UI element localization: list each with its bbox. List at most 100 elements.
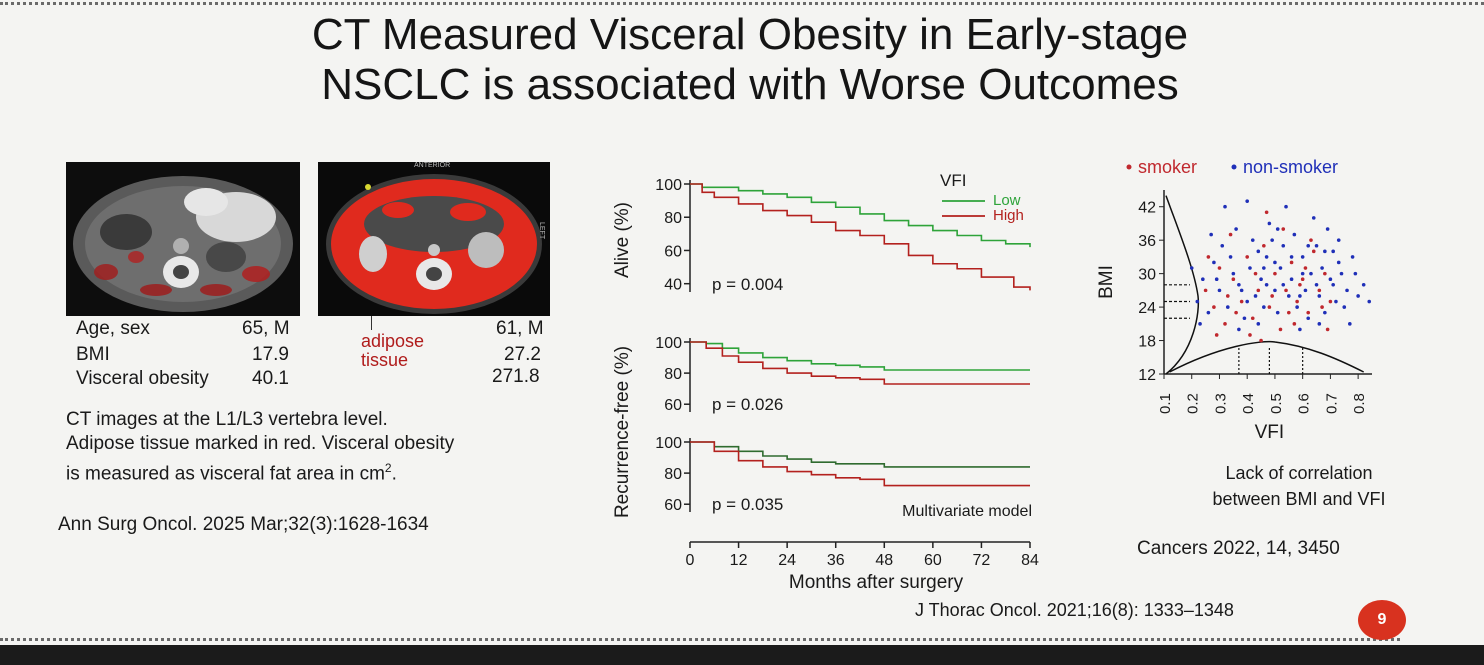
km-panel3-p-value: p = 0.035 (712, 495, 783, 514)
scatter-point-non-smoker (1267, 221, 1272, 226)
title-line-1: CT Measured Visceral Obesity in Early-st… (311, 10, 1189, 59)
ct-orientation-top-label: ANTERIOR (414, 162, 451, 169)
scatter-point-non-smoker (1309, 271, 1313, 276)
scatter-xtick-label: 0.5 (1268, 393, 1285, 414)
scatter-point-smoker (1253, 271, 1258, 276)
scatter-point-non-smoker (1328, 277, 1333, 282)
scatter-point-non-smoker (1331, 249, 1335, 254)
scatter-point-non-smoker (1256, 322, 1261, 326)
adipose-label: adipose tissue (361, 332, 424, 370)
scatter-point-non-smoker (1250, 238, 1255, 242)
scatter-point-non-smoker (1214, 277, 1219, 282)
scatter-point-non-smoker (1237, 327, 1241, 332)
scatter-point-smoker (1273, 271, 1277, 276)
scatter-xtick-label: 0.3 (1212, 393, 1229, 414)
scatter-point-smoker (1270, 294, 1274, 298)
scatter-point-smoker (1328, 299, 1333, 304)
km-panel1-ytick-label: 100 (655, 177, 682, 194)
scatter-point-non-smoker (1317, 322, 1322, 326)
scatter-point-non-smoker (1262, 266, 1266, 270)
ct-caption-line3: is measured as visceral fat area in cm2. (66, 456, 454, 486)
scatter-point-non-smoker (1336, 260, 1341, 265)
scatter-point-non-smoker (1248, 266, 1252, 270)
km-xtick-label: 60 (924, 552, 942, 569)
scatter-point-non-smoker (1300, 255, 1305, 259)
scatter-point-non-smoker (1361, 282, 1366, 287)
bottom-dotted-divider (0, 638, 1400, 641)
scatter-point-smoker (1225, 294, 1230, 298)
km-legend-title: VFI (940, 171, 966, 190)
km-panel2-high-curve (690, 341, 1030, 385)
scatter-point-non-smoker (1242, 316, 1247, 321)
title-line-2: NSCLC is associated with Worse Outcomes (321, 60, 1179, 109)
scatter-point-non-smoker (1339, 271, 1344, 276)
scatter-point-smoker (1281, 227, 1286, 231)
scatter-point-non-smoker (1273, 260, 1277, 265)
scatter-xtick-label: 0.2 (1185, 393, 1202, 414)
scatter-point-smoker (1284, 288, 1288, 293)
scatter-point-smoker (1231, 277, 1236, 282)
scatter-point-smoker (1311, 249, 1316, 254)
scatter-ylabel: BMI (1096, 265, 1117, 299)
scatter-point-smoker (1228, 232, 1233, 237)
patient1-visceral-obesity: 40.1 (252, 368, 289, 389)
km-ylabel-recurrence-free: Recurrence-free (%) (612, 346, 633, 518)
scatter-point-non-smoker (1225, 305, 1230, 309)
label-age-sex: Age, sex (76, 318, 150, 339)
scatter-point-non-smoker (1336, 238, 1341, 242)
ct-caption: CT images at the L1/L3 vertebra level. A… (66, 408, 454, 486)
adipose-pointer-line (371, 316, 372, 330)
scatter-point-non-smoker (1262, 305, 1266, 309)
km-panel2-p-value: p = 0.026 (712, 395, 783, 414)
scatter-point-smoker (1325, 327, 1330, 332)
scatter-point-smoker (1212, 305, 1216, 309)
scatter-ytick-label: 36 (1138, 233, 1156, 250)
patient1-bmi: 17.9 (252, 344, 289, 365)
scatter-point-non-smoker (1206, 310, 1211, 315)
scatter-point-smoker (1239, 299, 1244, 304)
scatter-xtick-label: 0.7 (1323, 393, 1340, 414)
scatter-point-smoker (1287, 310, 1291, 315)
km-legend-high-label: High (993, 207, 1024, 224)
km-xlabel: Months after surgery (789, 572, 964, 593)
ct-orientation-side-label: LEFT (538, 222, 545, 240)
scatter-point-smoker (1214, 333, 1219, 337)
scatter-point-non-smoker (1367, 299, 1372, 304)
scatter-point-non-smoker (1239, 288, 1244, 293)
scatter-point-non-smoker (1201, 277, 1205, 282)
scatter-xtick-label: 0.1 (1157, 393, 1174, 414)
scatter-caption-line1: Lack of correlation (1225, 463, 1373, 483)
km-panel3-low-curve (690, 441, 1030, 468)
ct-image-patient-2: ANTERIOR LEFT (318, 162, 550, 316)
scatter-point-non-smoker (1306, 243, 1311, 248)
scatter-point-smoker (1245, 255, 1249, 259)
scatter-point-smoker (1317, 288, 1322, 293)
scatter-point-non-smoker (1237, 282, 1241, 287)
scatter-point-non-smoker (1306, 316, 1311, 321)
page-number-badge: 9 (1358, 600, 1406, 640)
ct-scan-1-graphic (66, 162, 300, 316)
scatter-point-smoker (1303, 266, 1308, 270)
scatter-point-non-smoker (1348, 322, 1352, 326)
scatter-point-non-smoker (1217, 288, 1222, 293)
scatter-point-non-smoker (1209, 232, 1213, 237)
km-panel2-ytick-label: 100 (655, 335, 682, 352)
scatter-point-non-smoker (1317, 294, 1322, 298)
scatter-point-non-smoker (1311, 216, 1316, 220)
scatter-point-non-smoker (1212, 260, 1216, 265)
ct-caption-superscript: 2 (384, 461, 392, 475)
scatter-point-non-smoker (1331, 282, 1335, 287)
km-xtick-label: 12 (730, 552, 748, 569)
scatter-xtick-label: 0.6 (1296, 393, 1313, 414)
scatter-point-non-smoker (1320, 266, 1324, 270)
scatter-point-non-smoker (1334, 299, 1338, 304)
scatter-legend-nonsmoker-label: non-smoker (1243, 157, 1338, 177)
km-panel1-ytick-label: 80 (664, 210, 682, 227)
km-legend-low-label: Low (993, 192, 1021, 209)
scatter-point-non-smoker (1314, 243, 1319, 248)
scatter-point-non-smoker (1253, 294, 1258, 298)
scatter-point-non-smoker (1284, 204, 1288, 209)
ct-scan-2-graphic (318, 162, 550, 316)
scatter-point-smoker (1323, 271, 1327, 276)
